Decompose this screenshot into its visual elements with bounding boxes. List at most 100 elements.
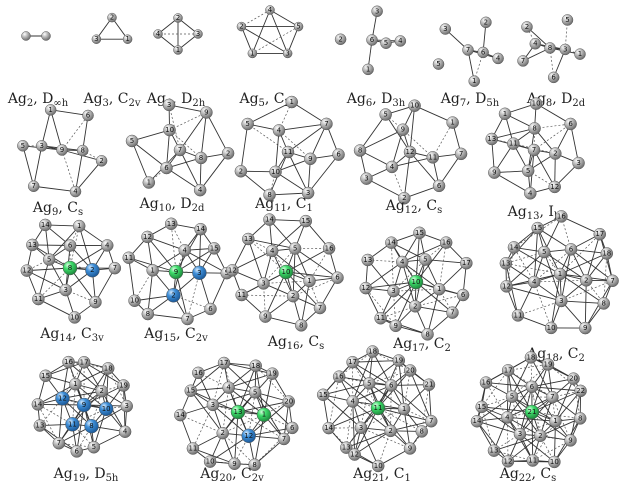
bond bbox=[476, 420, 521, 435]
bond bbox=[505, 227, 539, 264]
atom bbox=[505, 390, 519, 403]
bond bbox=[292, 248, 296, 297]
atom-label: 5 bbox=[367, 379, 371, 387]
atom-label: 16 bbox=[557, 212, 566, 220]
atom bbox=[501, 411, 514, 424]
atom bbox=[573, 412, 587, 425]
atom bbox=[282, 48, 293, 59]
bond bbox=[365, 281, 417, 289]
bond bbox=[485, 382, 532, 388]
cluster-2: 2 1 3 Ag3, C2v bbox=[82, 12, 141, 109]
atom bbox=[153, 29, 163, 39]
atom bbox=[332, 370, 346, 383]
atom-label: 2 bbox=[226, 149, 230, 157]
atom-label: 10 bbox=[532, 100, 541, 108]
atom bbox=[82, 109, 94, 122]
atom-label: 19 bbox=[119, 382, 128, 390]
atom bbox=[288, 242, 302, 255]
atom bbox=[193, 183, 207, 197]
bond bbox=[526, 26, 536, 44]
bond bbox=[476, 396, 513, 422]
atom-label: 1 bbox=[262, 411, 266, 419]
atom-label: 3 bbox=[197, 269, 201, 277]
cluster-caption: Ag17, C2 bbox=[392, 336, 451, 354]
atom bbox=[379, 108, 392, 121]
atom-label: 4 bbox=[183, 246, 188, 254]
atom-label: 18 bbox=[602, 249, 611, 257]
atom bbox=[567, 372, 580, 385]
atom bbox=[415, 425, 429, 438]
atom-label: 7 bbox=[178, 146, 182, 154]
bond bbox=[61, 115, 89, 151]
atom bbox=[385, 160, 399, 174]
bond bbox=[38, 298, 75, 318]
atom bbox=[572, 156, 585, 170]
bond bbox=[223, 362, 273, 375]
atom-label: 9 bbox=[393, 322, 397, 330]
atom bbox=[56, 144, 68, 156]
atom-label: 1 bbox=[503, 110, 507, 118]
atom-label: 1 bbox=[150, 266, 154, 274]
atom bbox=[32, 292, 45, 306]
atom-label: 1 bbox=[77, 222, 81, 230]
bond bbox=[561, 215, 600, 235]
bond bbox=[50, 109, 89, 116]
atom-label: 9 bbox=[204, 108, 208, 116]
bond bbox=[33, 145, 43, 187]
bond bbox=[152, 249, 185, 271]
atom bbox=[263, 188, 276, 202]
atom-label: 17 bbox=[220, 359, 229, 367]
atom-label: 18 bbox=[368, 348, 377, 356]
bond bbox=[485, 382, 508, 418]
atom-label: 2 bbox=[171, 291, 175, 299]
bond bbox=[533, 249, 572, 283]
cluster-caption: Ag16, Cs bbox=[267, 334, 325, 352]
bond bbox=[507, 416, 556, 422]
bond bbox=[192, 404, 214, 449]
atom-label: 9 bbox=[408, 444, 412, 452]
atom bbox=[282, 395, 296, 408]
atom bbox=[606, 274, 619, 288]
bond bbox=[147, 270, 154, 315]
atom bbox=[432, 58, 445, 70]
atom bbox=[475, 400, 488, 414]
bond bbox=[403, 408, 411, 449]
bond bbox=[192, 448, 235, 465]
atom-label: 4 bbox=[105, 241, 110, 249]
atom bbox=[125, 134, 139, 148]
cluster-5: 3 2 6 4 5 1 Ag6, D3h bbox=[334, 5, 407, 109]
bond bbox=[254, 438, 285, 466]
atom-label: 6 bbox=[437, 182, 442, 190]
atom bbox=[69, 185, 82, 198]
bond bbox=[37, 404, 73, 425]
atom-label: 2 bbox=[239, 23, 243, 31]
atom-label: 14 bbox=[176, 411, 185, 419]
center-atom bbox=[524, 404, 540, 420]
bond bbox=[307, 154, 339, 194]
atom-label: 12 bbox=[361, 284, 370, 292]
cluster-caption: Ag20, C2v bbox=[199, 466, 264, 484]
bond bbox=[328, 376, 340, 429]
bond bbox=[352, 401, 356, 455]
atom bbox=[468, 75, 480, 87]
highlighted-atom bbox=[65, 417, 80, 432]
atom-label: 3 bbox=[563, 45, 567, 53]
atom-label: 17 bbox=[462, 259, 471, 267]
atom-label: 2 bbox=[484, 18, 488, 26]
atom bbox=[174, 408, 187, 422]
atom-label: 11 bbox=[34, 295, 43, 303]
atom-label: 7 bbox=[57, 439, 61, 447]
atom-label: 1 bbox=[250, 49, 254, 57]
atom-label: 8 bbox=[358, 146, 362, 154]
atom bbox=[362, 63, 374, 76]
atom-label: 9 bbox=[308, 155, 312, 163]
atom bbox=[424, 414, 438, 428]
bond bbox=[237, 365, 257, 413]
atom-label: 14 bbox=[41, 221, 50, 229]
center-atom bbox=[62, 260, 78, 276]
atom bbox=[257, 277, 270, 290]
bond bbox=[170, 223, 177, 273]
bond bbox=[352, 362, 379, 409]
atom bbox=[340, 441, 353, 454]
